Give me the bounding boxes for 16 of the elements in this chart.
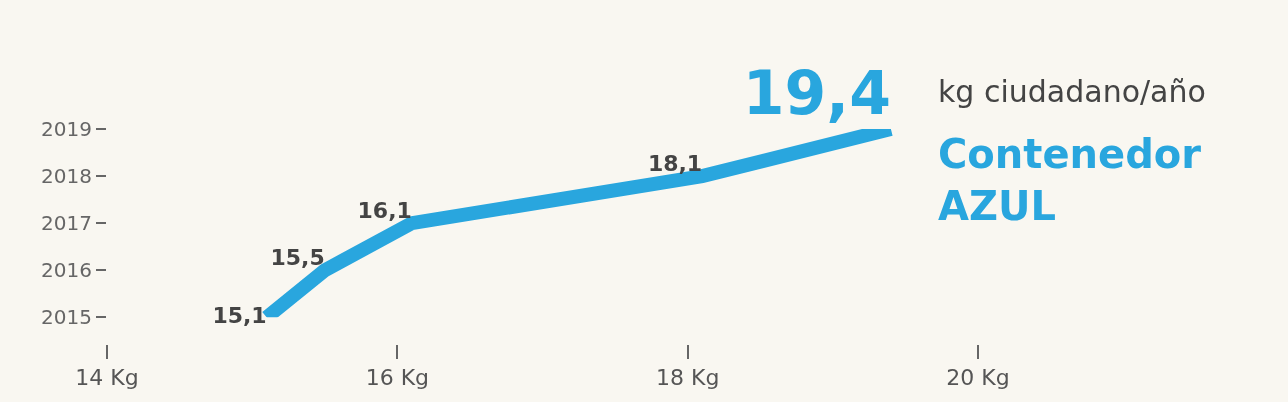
x-tick-label: 14 Kg [75,365,139,391]
y-tick-label: 2016 [41,258,92,283]
y-tick-label: 2018 [41,164,92,189]
text: 16,1 [357,197,412,223]
series-label: Contenedor AZUL [938,131,1202,229]
text: 18,1 [647,150,703,176]
text: 15,1 [212,302,267,328]
y-tick-label: 2019 [41,117,92,141]
y-tick-label: 2015 [41,305,92,330]
text: 15,5 [270,244,325,270]
x-tick-label: 20 Kg [946,365,1010,391]
y-tick-label: 2017 [41,211,92,236]
text: 19,4 [742,58,891,128]
x-tick-label: 18 Kg [655,365,720,391]
x-tick-label: 16 Kg [365,365,430,391]
text: kg ciudadano/año [938,74,1206,109]
